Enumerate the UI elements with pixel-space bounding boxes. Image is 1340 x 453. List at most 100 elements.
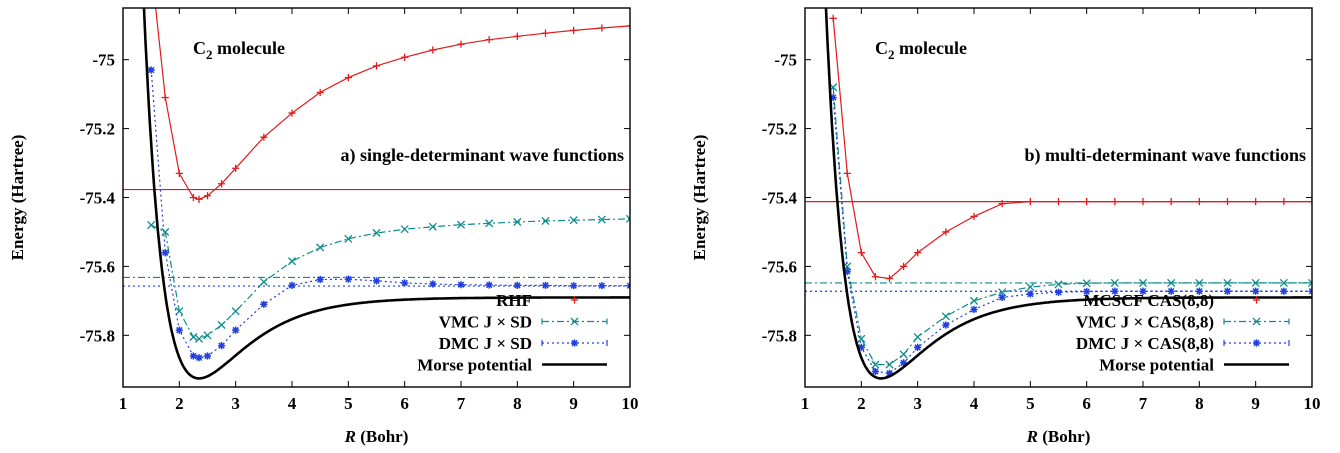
data-point	[829, 93, 837, 102]
data-point	[1054, 280, 1063, 289]
data-point	[871, 367, 880, 376]
x-tick-label: 6	[1082, 394, 1091, 413]
data-point	[541, 29, 550, 37]
data-point	[457, 40, 465, 48]
data-point	[161, 249, 169, 257]
data-point	[942, 321, 950, 329]
molecule-suffix: molecule	[895, 38, 967, 58]
data-point	[942, 228, 950, 236]
data-point	[1111, 287, 1119, 295]
series-line-2	[150, 69, 630, 359]
legend-label: Morse potential	[417, 356, 532, 375]
data-point	[1307, 278, 1312, 288]
legend-marker	[1252, 339, 1261, 347]
data-point	[217, 342, 226, 350]
panel-annotation: b) multi-determinant wave functions	[1025, 145, 1307, 166]
data-point	[189, 332, 198, 342]
data-point	[1280, 287, 1288, 295]
x-tick-label: 7	[457, 394, 466, 413]
data-point	[485, 281, 493, 289]
data-point	[1252, 287, 1260, 295]
legend: MCSCF CAS(8,8) VMC J × CAS(8,8) DMC J × CA…	[1076, 291, 1290, 375]
data-point	[941, 312, 950, 321]
data-point	[232, 326, 240, 334]
data-point	[569, 216, 578, 225]
data-point	[899, 262, 908, 271]
x-axis-label-symbol: R	[1026, 427, 1038, 446]
data-point	[857, 343, 865, 351]
legend-label: MCSCF CAS(8,8)	[1083, 291, 1214, 310]
data-point	[147, 221, 156, 230]
series-line-1	[150, 218, 630, 340]
data-point	[625, 214, 630, 223]
data-point	[1223, 287, 1232, 295]
data-point	[203, 331, 212, 340]
data-point	[175, 169, 183, 177]
panel-b: 1 2 3 4 5 6 7 8 9 10-75-75.2-75.4-75.6-75.8C2 mol…	[690, 7, 1321, 446]
data-point	[598, 24, 606, 32]
data-point	[899, 350, 908, 359]
x-tick-label: 5	[344, 394, 353, 413]
series-line-1	[832, 87, 1312, 366]
legend-label: DMC J × CAS(8,8)	[1076, 334, 1214, 353]
x-tick-label: 7	[1139, 394, 1148, 413]
x-axis-label: R (Bohr)	[1026, 427, 1091, 446]
data-point	[260, 133, 268, 141]
data-point	[970, 305, 978, 314]
legend-marker	[1252, 296, 1261, 304]
y-tick-label: -75.8	[80, 326, 115, 345]
data-point	[513, 32, 521, 40]
molecule-label: C2 molecule	[193, 38, 285, 62]
plot-area	[805, 8, 1312, 380]
data-point	[871, 360, 880, 369]
data-point	[1195, 198, 1203, 206]
data-point	[1223, 198, 1232, 206]
data-point	[189, 352, 198, 360]
data-point	[485, 36, 493, 44]
data-point	[1167, 287, 1175, 295]
y-tick-label: -75.2	[762, 120, 797, 139]
data-point	[871, 273, 880, 281]
data-point	[428, 222, 437, 231]
data-point	[626, 22, 630, 30]
data-point	[913, 332, 922, 342]
plot-frame	[804, 7, 1313, 388]
y-axis-label: Energy (Hartree)	[8, 135, 27, 261]
data-point	[194, 334, 204, 343]
data-point	[1280, 198, 1288, 206]
data-point	[885, 274, 894, 283]
data-point	[914, 343, 922, 351]
x-tick-label: 4	[970, 394, 979, 413]
x-tick-label: 3	[231, 394, 240, 413]
data-point	[1054, 288, 1063, 296]
data-point	[843, 169, 851, 177]
legend-label: VMC J × SD	[439, 313, 532, 332]
x-tick-label: 10	[1304, 394, 1321, 413]
data-point	[598, 282, 606, 290]
y-tick-label: -75	[774, 51, 797, 70]
data-point	[203, 352, 212, 360]
data-point	[899, 359, 908, 367]
data-point	[344, 234, 353, 243]
data-point	[217, 180, 226, 188]
data-point	[998, 293, 1006, 302]
molecule-symbol: C	[875, 38, 888, 58]
data-point	[1308, 198, 1312, 206]
x-tick-label: 8	[513, 394, 522, 413]
data-point	[231, 307, 240, 316]
x-tick-label: 4	[288, 394, 297, 413]
data-point	[1026, 290, 1034, 298]
data-point	[885, 369, 894, 377]
data-point	[195, 195, 203, 203]
legend-label: VMC J × CAS(8,8)	[1076, 313, 1214, 332]
data-point	[429, 280, 437, 288]
x-tick-label: 1	[119, 394, 128, 413]
x-axis-label: R (Bohr)	[344, 427, 409, 446]
data-point	[1279, 278, 1288, 288]
data-point	[857, 249, 865, 257]
data-point	[1139, 287, 1147, 295]
data-point	[914, 249, 922, 257]
data-point	[288, 281, 296, 289]
data-point	[570, 282, 578, 290]
